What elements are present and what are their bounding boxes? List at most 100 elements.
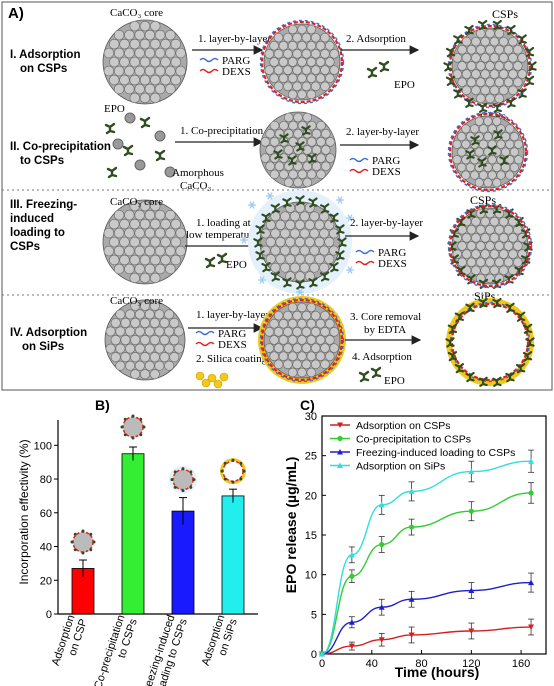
epo-molecule — [255, 250, 265, 261]
epo-dot — [89, 532, 93, 536]
epo-molecule — [255, 224, 265, 235]
parg-legend-label: PARG — [378, 247, 406, 259]
y-tick-label: 0 — [311, 649, 317, 661]
epo-molecule — [279, 133, 289, 144]
panel-b-label: B) — [95, 397, 110, 413]
snowflake-icon — [258, 276, 266, 284]
dexs-legend-label: DEXS — [218, 339, 247, 351]
epo-molecule — [445, 46, 456, 58]
epo-dot — [73, 548, 77, 552]
silica-particle — [219, 372, 229, 382]
step-label: 1. layer-by-layer — [198, 33, 271, 45]
dexs-legend-swatch — [199, 68, 219, 74]
epo-molecule — [122, 144, 134, 157]
caco3-core — [263, 23, 341, 101]
legend-label: Co-precipitation to CSPs — [356, 434, 471, 446]
step-label: 4. Adsorption — [352, 351, 412, 363]
data-point — [378, 604, 385, 610]
step-label: 1. layer-by-layer — [196, 309, 269, 321]
epo-molecule — [492, 102, 502, 113]
epo-molecule — [320, 271, 330, 282]
row-1-title: I. Adsorption — [10, 49, 80, 61]
row-3-title: CSPs — [10, 241, 40, 253]
panel-b-bar-chart: B) Incorporation effectivity (%) 0 20 40 60… — [17, 397, 258, 686]
y-tick-label: 10 — [305, 570, 317, 582]
epo-molecule — [216, 252, 228, 265]
bar — [121, 453, 145, 615]
y-tick-label: 25 — [305, 451, 317, 463]
epo-molecule — [456, 216, 466, 228]
caco3-core — [451, 27, 529, 105]
snowflake-icon — [248, 201, 256, 209]
caco3-core — [104, 299, 186, 381]
epo-molecule — [456, 265, 466, 277]
caco3-core — [451, 207, 529, 285]
snowflake-icon — [296, 288, 304, 296]
caco3-core — [259, 201, 341, 283]
epo-molecule — [307, 153, 317, 164]
epo-dot — [170, 478, 174, 482]
epo-molecule — [521, 254, 531, 265]
dexs-legend-swatch — [349, 168, 369, 174]
epo-molecule — [154, 149, 166, 162]
row-2-title: to CSPs — [20, 155, 64, 167]
dexs-legend-swatch — [195, 341, 215, 347]
data-point — [409, 524, 415, 530]
data-point — [348, 619, 355, 625]
epo-molecule — [282, 277, 292, 288]
bar — [221, 495, 245, 615]
epo-molecule — [464, 24, 474, 36]
panel-c-y-axis-label: EPO release (µg/mL) — [283, 457, 299, 593]
epo-molecule — [524, 75, 535, 86]
step-label: 2. Adsorption — [346, 33, 406, 45]
epo-molecule — [517, 88, 527, 99]
epo-dot — [120, 425, 124, 429]
epo-dot — [139, 417, 143, 421]
epo-molecule — [492, 297, 502, 309]
epo-dot — [131, 436, 135, 440]
dexs-legend-label: DEXS — [378, 258, 407, 270]
step-label: 1. Co-precipitation — [180, 125, 264, 137]
epo-molecule — [506, 24, 516, 36]
x-tick-label: Adsorptionon SiPs — [200, 613, 240, 671]
core-label: CaCO₃ core — [110, 295, 163, 307]
polyelectrolyte-shell — [259, 297, 345, 383]
data-point — [468, 628, 475, 634]
epo-molecule — [477, 157, 487, 168]
x-tick-label: 0 — [319, 658, 325, 670]
epo-dot — [173, 470, 177, 474]
epo-molecule — [261, 212, 271, 223]
epo-molecule — [517, 34, 527, 45]
data-point — [408, 596, 415, 602]
x-tick-label: 40 — [366, 658, 378, 670]
epo-molecule — [104, 122, 116, 135]
polyelectrolyte-shell — [447, 203, 533, 289]
x-tick-label: 120 — [462, 658, 480, 670]
epo-molecule — [465, 149, 475, 160]
step-label: low temperature — [186, 229, 258, 241]
epo-molecule — [337, 237, 347, 248]
epo-dot — [239, 461, 243, 465]
y-tick-label: 5 — [311, 609, 317, 621]
epo-molecule — [261, 262, 271, 273]
epo-molecule — [378, 60, 390, 73]
x-tick-label: Co-precipitationto CSPs — [92, 613, 140, 686]
dexs-legend-swatch — [355, 260, 375, 266]
epo-molecule — [358, 370, 370, 383]
epo-label: EPO — [384, 375, 405, 387]
epo-molecule — [487, 145, 497, 156]
panel-c-label: C) — [300, 397, 315, 413]
parg-legend-swatch — [355, 249, 375, 255]
epo-molecule — [506, 97, 516, 108]
snowflake-icon — [240, 236, 248, 244]
epo-molecule — [454, 363, 465, 374]
parg-legend-label: PARG — [218, 328, 246, 340]
parg-legend-label: PARG — [372, 155, 400, 167]
data-point — [528, 490, 534, 496]
panel-a-schematic: I. Adsorption on CSPs CaCO₃ core 1. layer-b… — [10, 7, 537, 389]
epo-dot — [181, 467, 185, 471]
legend-marker — [337, 422, 343, 428]
epo-dot — [142, 425, 146, 429]
epo-molecule — [270, 203, 280, 214]
